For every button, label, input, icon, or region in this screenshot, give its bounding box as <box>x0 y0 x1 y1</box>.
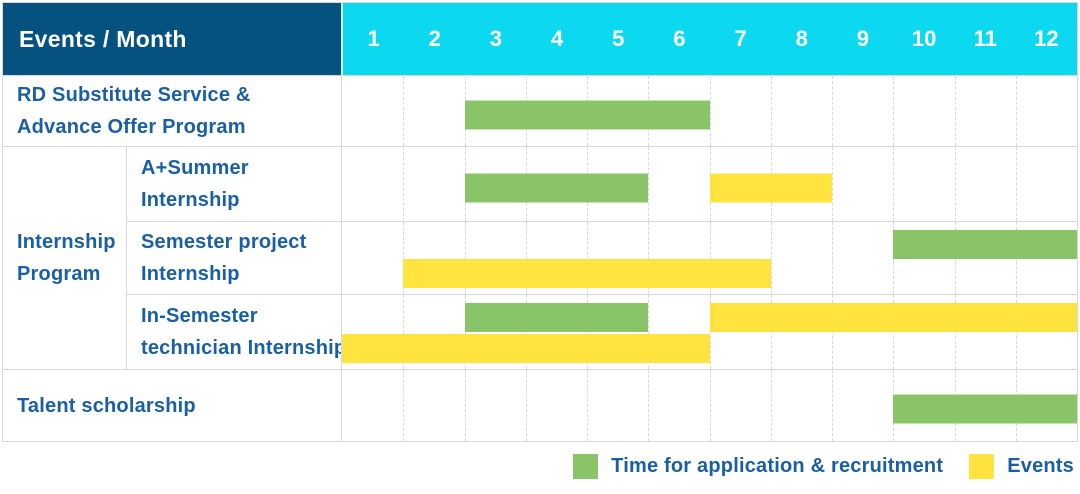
month-gridline <box>893 147 895 221</box>
month-gridline <box>525 295 527 369</box>
gantt-bar-application <box>893 230 1077 259</box>
month-gridline <box>709 222 711 294</box>
gantt-bar-application <box>464 173 649 203</box>
month-header-2: 2 <box>428 26 441 51</box>
month-gridline <box>648 295 650 369</box>
group-label-line: Program <box>17 263 101 285</box>
gantt-bar-application <box>464 100 710 129</box>
month-header-11: 11 <box>973 26 997 51</box>
month-gridline <box>587 370 588 441</box>
month-gridline <box>648 370 650 441</box>
gantt-bar-event <box>709 303 1077 332</box>
row-label-in-semester-technician: In-Semester technician Internship <box>126 294 347 369</box>
month-gridline <box>648 222 650 294</box>
gantt-bar-application <box>893 394 1077 424</box>
group-label-internship-program: Internship Program <box>3 146 126 369</box>
row-label-line: In-Semester <box>141 305 258 327</box>
month-header-8: 8 <box>795 26 808 51</box>
gantt-row-semester-project <box>341 221 1077 294</box>
row-label-semester-project: Semester project Internship <box>126 221 341 294</box>
month-gridline <box>587 222 588 294</box>
events-month-table: Events / Month 1 2 3 4 5 6 7 8 9 10 11 1… <box>2 2 1078 442</box>
month-header-5: 5 <box>612 26 625 51</box>
month-gridline <box>832 76 833 146</box>
month-gridline <box>770 76 772 146</box>
legend-item-application: Time for application & recruitment <box>573 454 943 479</box>
legend-label-application: Time for application & recruitment <box>611 455 944 477</box>
month-gridline <box>464 370 466 441</box>
month-gridline <box>709 370 711 441</box>
month-gridline <box>403 147 405 221</box>
month-gridline <box>893 295 895 369</box>
month-header-7: 7 <box>734 26 747 51</box>
row-label-line: Internship <box>141 189 240 211</box>
row-label-line: Talent scholarship <box>17 394 196 417</box>
gantt-row-in-semester-technician <box>341 294 1077 369</box>
row-label-line: Semester project <box>141 231 307 253</box>
month-header-4: 4 <box>550 26 564 51</box>
legend-swatch-event <box>969 454 995 479</box>
month-gridline <box>1015 147 1017 221</box>
month-gridline <box>525 222 527 294</box>
row-label-line: technician Internship <box>141 337 347 359</box>
month-gridline <box>954 295 956 369</box>
month-header-10: 10 <box>911 26 937 51</box>
gantt-bar-event <box>342 334 710 363</box>
row-label-line: A+Summer <box>141 157 249 179</box>
gantt-bar-application <box>464 303 649 332</box>
gantt-row-a-plus-summer <box>341 146 1077 221</box>
month-header-12: 12 <box>1034 26 1059 51</box>
row-label-line: RD Substitute Service & <box>17 84 251 106</box>
month-gridline <box>403 370 405 441</box>
gantt-bar-event <box>403 259 771 288</box>
month-gridline <box>832 370 833 441</box>
month-gridline <box>525 370 527 441</box>
month-gridline <box>893 76 895 146</box>
month-gridline <box>403 222 405 294</box>
month-gridline <box>770 222 772 294</box>
legend: Time for application & recruitment Event… <box>573 454 1074 479</box>
month-header-1: 1 <box>367 26 380 51</box>
month-gridline <box>403 76 405 146</box>
month-gridline <box>709 295 711 369</box>
group-label-line: Internship <box>17 231 116 253</box>
header-title-text: Events / Month <box>19 25 187 52</box>
month-gridline <box>770 295 772 369</box>
month-gridline <box>954 76 956 146</box>
header-title-cell: Events / Month <box>3 3 341 75</box>
month-header-row: 1 2 3 4 5 6 7 8 9 10 11 12 <box>341 3 1077 75</box>
legend-item-events: Events <box>969 454 1074 479</box>
month-gridline <box>1015 295 1017 369</box>
month-gridline <box>832 295 833 369</box>
month-header-9: 9 <box>856 26 870 51</box>
month-gridline <box>770 370 772 441</box>
month-header-6: 6 <box>673 26 686 51</box>
month-gridline <box>464 295 466 369</box>
row-label-talent-scholarship: Talent scholarship <box>3 369 341 441</box>
month-gridline <box>464 222 466 294</box>
month-gridline <box>832 147 833 221</box>
month-gridline <box>954 147 956 221</box>
legend-label-events: Events <box>1007 455 1074 477</box>
month-gridline <box>832 222 833 294</box>
month-gridline <box>1015 76 1017 146</box>
month-header-3: 3 <box>489 26 503 51</box>
month-gridline <box>709 76 711 146</box>
row-label-line: Internship <box>141 263 240 285</box>
gantt-row-rd-substitute <box>341 75 1077 146</box>
month-gridline <box>587 295 588 369</box>
row-label-line: Advance Offer Program <box>17 116 246 138</box>
row-label-rd-substitute: RD Substitute Service & Advance Offer Pr… <box>3 75 341 146</box>
row-label-a-plus-summer: A+Summer Internship <box>126 146 341 221</box>
gantt-bar-event <box>709 173 832 203</box>
month-gridline <box>403 295 405 369</box>
legend-swatch-application <box>573 454 599 479</box>
gantt-row-talent-scholarship <box>341 369 1077 441</box>
month-gridline <box>648 147 650 221</box>
